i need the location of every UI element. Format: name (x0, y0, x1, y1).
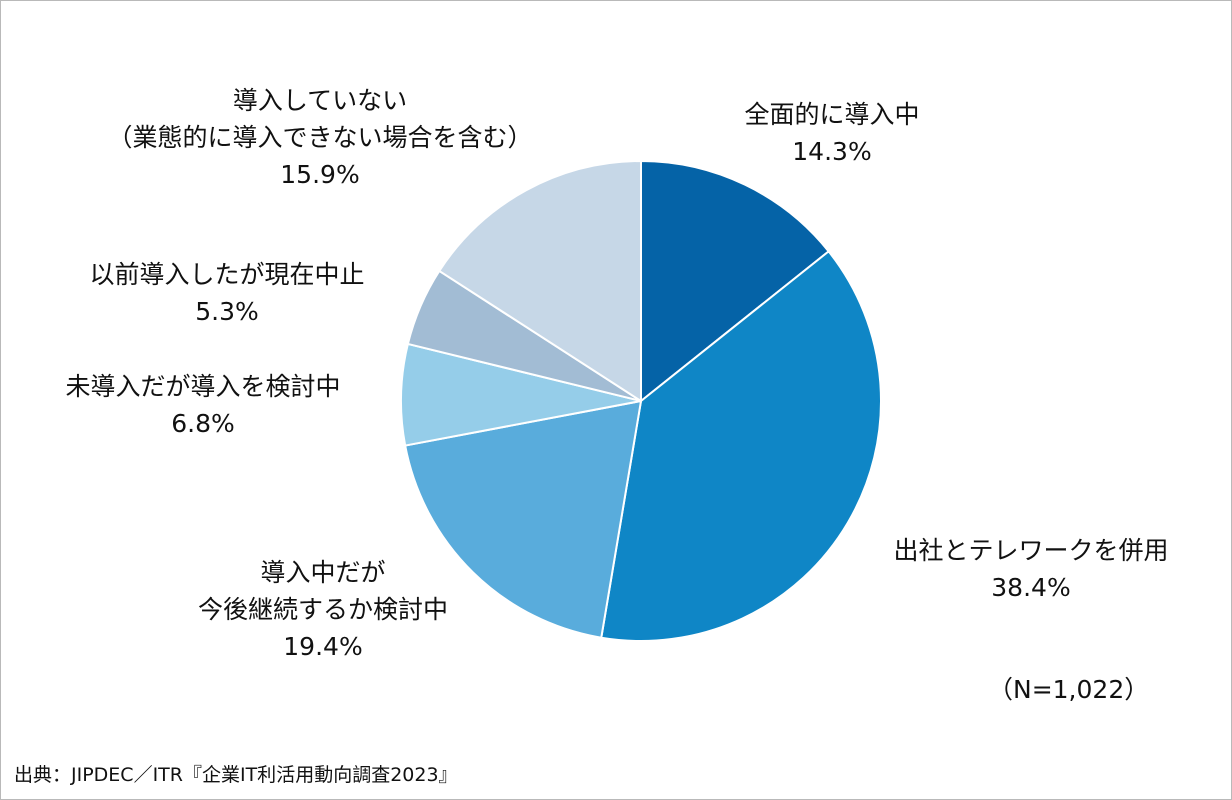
slice-label-3-line-1: 未導入だが導入を検討中 (65, 372, 341, 401)
pie-slice-2 (404, 400, 642, 639)
slice-label-5: 導入していない （業態的に導入できない場合を含む） 15.9% (60, 82, 580, 193)
slice-label-2-line-1: 導入中だが (260, 558, 386, 587)
slice-label-2: 導入中だが 今後継続するか検討中 19.4% (168, 554, 478, 665)
slice-label-2-value: 19.4% (283, 632, 363, 661)
sample-size-note: （N=1,022） (988, 675, 1150, 704)
slice-label-3: 未導入だが導入を検討中 6.8% (28, 368, 378, 442)
slice-label-2-line-2: 今後継続するか検討中 (197, 595, 448, 624)
slice-label-1-value: 38.4% (991, 573, 1071, 602)
slice-label-5-line-1: 導入していない (232, 86, 408, 115)
slice-label-4-value: 5.3% (195, 297, 259, 326)
pie-slice-0 (640, 160, 830, 402)
slice-label-5-value: 15.9% (280, 160, 360, 189)
slice-label-0: 全面的に導入中 14.3% (722, 96, 942, 170)
slice-label-0-line-1: 全面的に導入中 (744, 100, 920, 129)
slice-label-5-line-2: （業態的に導入できない場合を含む） (107, 123, 533, 152)
slice-label-1: 出社とテレワークを併用 38.4% (866, 532, 1196, 606)
source-note: 出典：JIPDEC／ITR『企業IT利活用動向調査2023』 (14, 764, 458, 786)
pie-slice-5 (438, 160, 642, 402)
slice-label-0-value: 14.3% (792, 137, 872, 166)
pie-slice-1 (600, 250, 882, 642)
slice-label-1-line-1: 出社とテレワークを併用 (893, 536, 1169, 565)
slice-label-3-value: 6.8% (171, 409, 235, 438)
slice-label-4: 以前導入したが現在中止 5.3% (52, 256, 402, 330)
slice-label-4-line-1: 以前導入したが現在中止 (89, 260, 365, 289)
